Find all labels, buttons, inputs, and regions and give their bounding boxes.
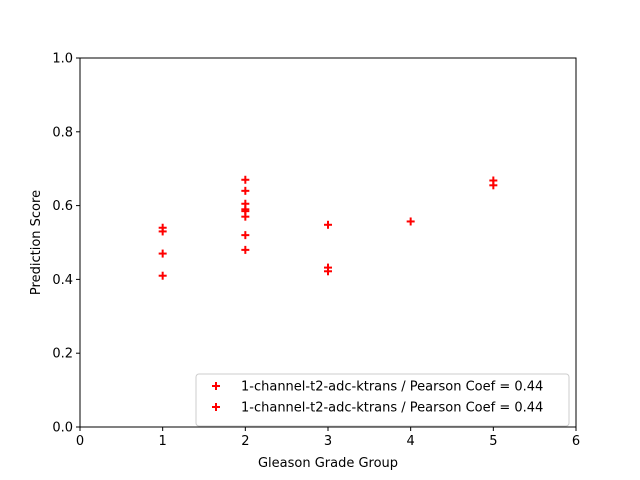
data-point xyxy=(241,231,250,240)
legend-marker xyxy=(212,403,220,411)
legend-entry-label: 1-channel-t2-adc-ktrans / Pearson Coef =… xyxy=(241,380,543,395)
data-point xyxy=(158,227,167,236)
data-point xyxy=(324,220,332,229)
data-point xyxy=(158,249,167,258)
legend-entry-label: 1-channel-t2-adc-ktrans / Pearson Coef =… xyxy=(241,401,543,416)
x-tick-label: 4 xyxy=(407,434,415,449)
data-point xyxy=(241,175,250,184)
y-axis: 0.0 0.2 0.4 0.6 0.8 1.0 xyxy=(52,52,80,436)
legend: 1-channel-t2-adc-ktrans / Pearson Coef =… xyxy=(195,373,570,427)
x-axis-label: Gleason Grade Group xyxy=(258,456,398,471)
y-tick-label: 1.0 xyxy=(52,52,73,67)
data-points xyxy=(158,175,498,280)
data-point xyxy=(241,245,250,254)
y-axis-label: Prediction Score xyxy=(29,190,44,295)
x-tick-label: 2 xyxy=(241,434,249,449)
x-tick-label: 6 xyxy=(572,434,580,449)
x-tick-label: 3 xyxy=(324,434,332,449)
plot-area xyxy=(80,58,576,427)
x-tick-label: 5 xyxy=(489,434,497,449)
data-point xyxy=(158,271,167,280)
data-point xyxy=(406,217,415,226)
y-tick-label: 0.2 xyxy=(52,347,73,362)
x-tick-label: 0 xyxy=(76,434,84,449)
legend-box xyxy=(195,373,570,427)
y-tick-label: 0.4 xyxy=(52,273,73,288)
x-tick-label: 1 xyxy=(159,434,167,449)
y-tick-label: 0.0 xyxy=(52,421,73,436)
data-point xyxy=(241,205,250,214)
data-point xyxy=(324,267,332,276)
legend-marker xyxy=(212,382,220,390)
x-axis: 0 1 2 3 4 5 6 xyxy=(76,427,580,449)
y-tick-label: 0.6 xyxy=(52,199,73,214)
data-point xyxy=(241,212,250,221)
data-point xyxy=(241,186,250,195)
data-point xyxy=(489,181,498,190)
y-tick-label: 0.8 xyxy=(52,125,73,140)
